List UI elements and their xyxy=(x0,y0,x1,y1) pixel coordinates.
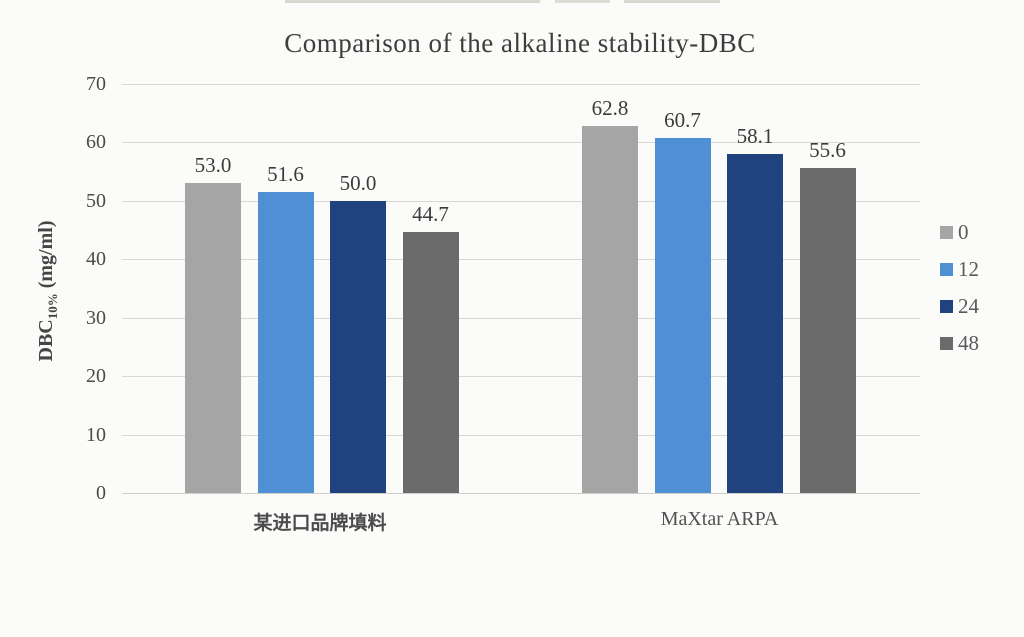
legend-swatch-12 xyxy=(940,263,953,276)
legend-item-12: 12 xyxy=(940,251,979,288)
bar-value-label: 44.7 xyxy=(412,201,449,226)
gridline-y70 xyxy=(122,84,920,85)
bar-某进口品牌填料-0h xyxy=(185,183,241,493)
gridline-y50 xyxy=(122,200,920,202)
bar-MaXtar ARPA-24h xyxy=(727,153,783,493)
cropped-text-artifact xyxy=(285,0,540,3)
legend-swatch-0 xyxy=(940,226,953,239)
bar-value-label: 50.0 xyxy=(339,170,377,195)
bar-value-label: 60.7 xyxy=(664,108,701,133)
cropped-text-artifact xyxy=(555,0,610,3)
bar-MaXtar ARPA-0h xyxy=(582,126,638,493)
category-label-imported-brand: 某进口品牌填料 xyxy=(253,513,387,534)
plot-area: 0 10 20 30 40 50 60 70 53.0 62.8 51.6 60.7 50.0 58.1 4… xyxy=(86,73,920,504)
bar-某进口品牌填料-24h xyxy=(330,200,386,493)
legend-swatch-24 xyxy=(940,300,953,313)
bar-value-label: 58.1 xyxy=(736,123,774,148)
legend-item-24: 24 xyxy=(940,288,979,325)
legend: 0 12 24 48 xyxy=(940,214,979,362)
bar-MaXtar ARPA-48h xyxy=(799,168,856,493)
legend-item-48: 48 xyxy=(940,325,979,362)
gridline-y20 xyxy=(122,376,920,378)
bar-某进口品牌填料-12h xyxy=(257,191,314,493)
y-tick-label-70: 70 xyxy=(86,73,106,95)
category-label-maxtar-arpa: MaXtar ARPA xyxy=(660,508,779,530)
y-tick-label-0: 0 xyxy=(96,482,106,504)
gridline-y10 xyxy=(122,434,920,436)
legend-label-24: 24 xyxy=(958,294,979,318)
y-tick-label-50: 50 xyxy=(86,189,106,212)
y-tick-label-10: 10 xyxy=(86,423,106,446)
chart-title: Comparison of the alkaline stability-DBC xyxy=(284,28,756,58)
bar-value-label: 53.0 xyxy=(194,153,232,178)
y-tick-label-40: 40 xyxy=(86,248,106,271)
y-axis-label-prefix: DBC xyxy=(35,319,57,362)
y-tick-label-30: 30 xyxy=(86,306,106,329)
bar-MaXtar ARPA-12h xyxy=(654,138,711,493)
cropped-text-artifact xyxy=(624,0,720,3)
legend-swatch-48 xyxy=(940,337,953,350)
y-axis-label-suffix: (mg/ml) xyxy=(35,220,57,294)
legend-label-12: 12 xyxy=(958,257,979,281)
bar-value-label: 55.6 xyxy=(809,138,846,163)
gridline-y40 xyxy=(122,259,920,261)
bar-value-label: 51.6 xyxy=(267,161,304,186)
legend-label-0: 0 xyxy=(958,220,969,244)
y-tick-label-60: 60 xyxy=(86,131,106,154)
gridline-y60 xyxy=(122,142,920,144)
gridline-y0 xyxy=(122,493,920,494)
bar-value-label: 62.8 xyxy=(591,96,629,121)
bar-某进口品牌填料-48h xyxy=(402,231,459,493)
y-tick-label-20: 20 xyxy=(86,365,106,388)
legend-label-48: 48 xyxy=(958,331,979,355)
gridline-y30 xyxy=(122,317,920,319)
legend-item-0: 0 xyxy=(940,214,979,251)
